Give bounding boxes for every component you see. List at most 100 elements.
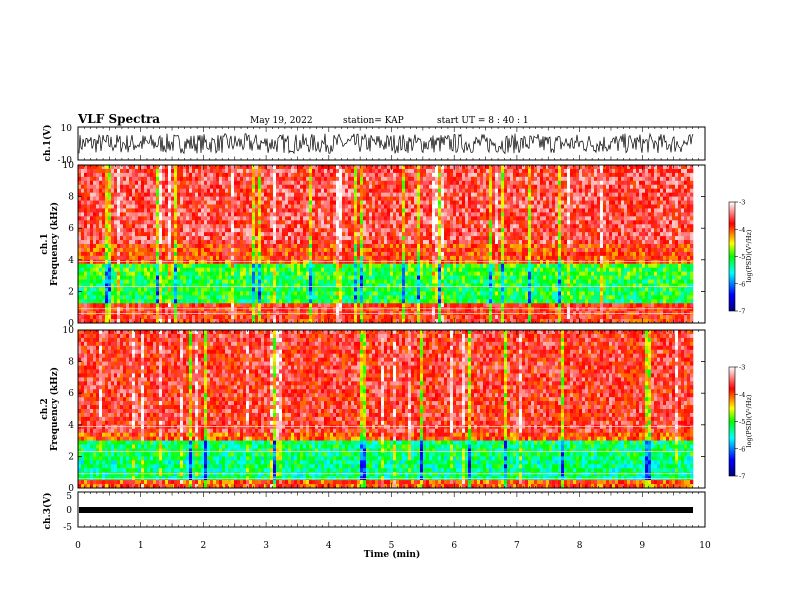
spectrogram-cell — [108, 201, 111, 205]
spectrogram-cell — [402, 287, 405, 291]
spectrogram-cell — [252, 299, 255, 303]
spectrogram-cell — [210, 165, 213, 169]
spectrogram-cell — [276, 244, 279, 248]
spectrogram-cell — [126, 220, 129, 224]
spectrogram-cell — [276, 216, 279, 220]
spectrogram-cell — [306, 197, 309, 201]
spectrogram-cell — [189, 177, 192, 181]
spectrogram-cell — [129, 197, 132, 201]
spectrogram-cell — [429, 224, 432, 228]
spectrogram-cell — [288, 201, 291, 205]
spectrogram-cell — [102, 189, 105, 193]
spectrogram-cell — [411, 181, 414, 185]
spectrogram-cell — [93, 303, 96, 307]
spectrogram-cell — [216, 181, 219, 185]
spectrogram-cell — [267, 264, 270, 268]
spectrogram-cell — [231, 303, 234, 307]
spectrogram-cell — [93, 181, 96, 185]
spectrogram-cell — [285, 205, 288, 209]
spectrogram-cell — [288, 189, 291, 193]
spectrogram-cell — [279, 287, 282, 291]
spectrogram-cell — [204, 177, 207, 181]
spectrogram-cell — [429, 244, 432, 248]
spectrogram-cell — [237, 173, 240, 177]
spectrogram-cell — [423, 248, 426, 252]
spectrogram-cell — [420, 177, 423, 181]
spectrogram-cell — [144, 252, 147, 256]
spectrogram-cell — [180, 201, 183, 205]
spectrogram-cell — [447, 185, 450, 189]
spectrogram-cell — [306, 216, 309, 220]
spectrogram-cell — [273, 201, 276, 205]
spectrogram-cell — [408, 201, 411, 205]
spectrogram-cell — [303, 173, 306, 177]
spectrogram-cell — [324, 256, 327, 260]
spectrogram-cell — [357, 244, 360, 248]
spectrogram-cell — [306, 303, 309, 307]
spectrogram-cell — [429, 169, 432, 173]
spectrogram-cell — [186, 252, 189, 256]
spectrogram-cell — [159, 236, 162, 240]
spectrogram-cell — [321, 216, 324, 220]
spectrogram-cell — [237, 244, 240, 248]
spectrogram-cell — [408, 173, 411, 177]
spectrogram-cell — [378, 284, 381, 288]
spectrogram-cell — [273, 264, 276, 268]
spectrogram-cell — [282, 205, 285, 209]
spectrogram-cell — [288, 216, 291, 220]
spectrogram-cell — [369, 295, 372, 299]
spectrogram-cell — [315, 307, 318, 311]
spectrogram-cell — [225, 193, 228, 197]
spectrogram-cell — [264, 165, 267, 169]
spectrogram-cell — [411, 272, 414, 276]
spectrogram-cell — [411, 264, 414, 268]
spectrogram-cell — [162, 181, 165, 185]
spectrogram-cell — [255, 197, 258, 201]
spectrogram-cell — [225, 248, 228, 252]
spectrogram-cell — [153, 208, 156, 212]
spectrogram-cell — [186, 212, 189, 216]
spectrogram-cell — [129, 216, 132, 220]
spectrogram-cell — [261, 303, 264, 307]
spectrogram-cell — [120, 252, 123, 256]
spectrogram-cell — [303, 220, 306, 224]
spectrogram-cell — [261, 240, 264, 244]
spectrogram-cell — [171, 268, 174, 272]
spectrogram-cell — [333, 189, 336, 193]
spectrogram-cell — [219, 264, 222, 268]
spectrogram-cell — [411, 244, 414, 248]
spectrogram-cell — [324, 315, 327, 319]
spectrogram-cell — [81, 201, 84, 205]
spectrogram-cell — [288, 240, 291, 244]
spectrogram-cell — [177, 169, 180, 173]
spectrogram-cell — [276, 252, 279, 256]
spectrogram-cell — [336, 212, 339, 216]
spectrogram-cell — [378, 248, 381, 252]
spectrogram-cell — [417, 236, 420, 240]
spectrogram-cell — [180, 240, 183, 244]
spectrogram-cell — [339, 205, 342, 209]
spectrogram-cell — [270, 315, 273, 319]
spectrogram-cell — [198, 268, 201, 272]
spectrogram-cell — [189, 268, 192, 272]
spectrogram-cell — [132, 307, 135, 311]
spectrogram-cell — [102, 315, 105, 319]
spectrogram-cell — [141, 220, 144, 224]
spectrogram-cell — [261, 212, 264, 216]
spectrogram-cell — [273, 299, 276, 303]
spectrogram-cell — [306, 315, 309, 319]
spectrogram-cell — [420, 299, 423, 303]
spectrogram-cell — [294, 224, 297, 228]
spectrogram-cell — [84, 307, 87, 311]
spectrogram-cell — [114, 173, 117, 177]
spectrogram-cell — [294, 291, 297, 295]
spectrogram-cell — [177, 189, 180, 193]
spectrogram-cell — [300, 189, 303, 193]
spectrogram-cell — [366, 244, 369, 248]
spectrogram-cell — [279, 193, 282, 197]
spectrogram-cell — [135, 193, 138, 197]
spectrogram-cell — [210, 244, 213, 248]
spectrogram-cell — [81, 284, 84, 288]
spectrogram-cell — [306, 220, 309, 224]
spectrogram-cell — [357, 280, 360, 284]
